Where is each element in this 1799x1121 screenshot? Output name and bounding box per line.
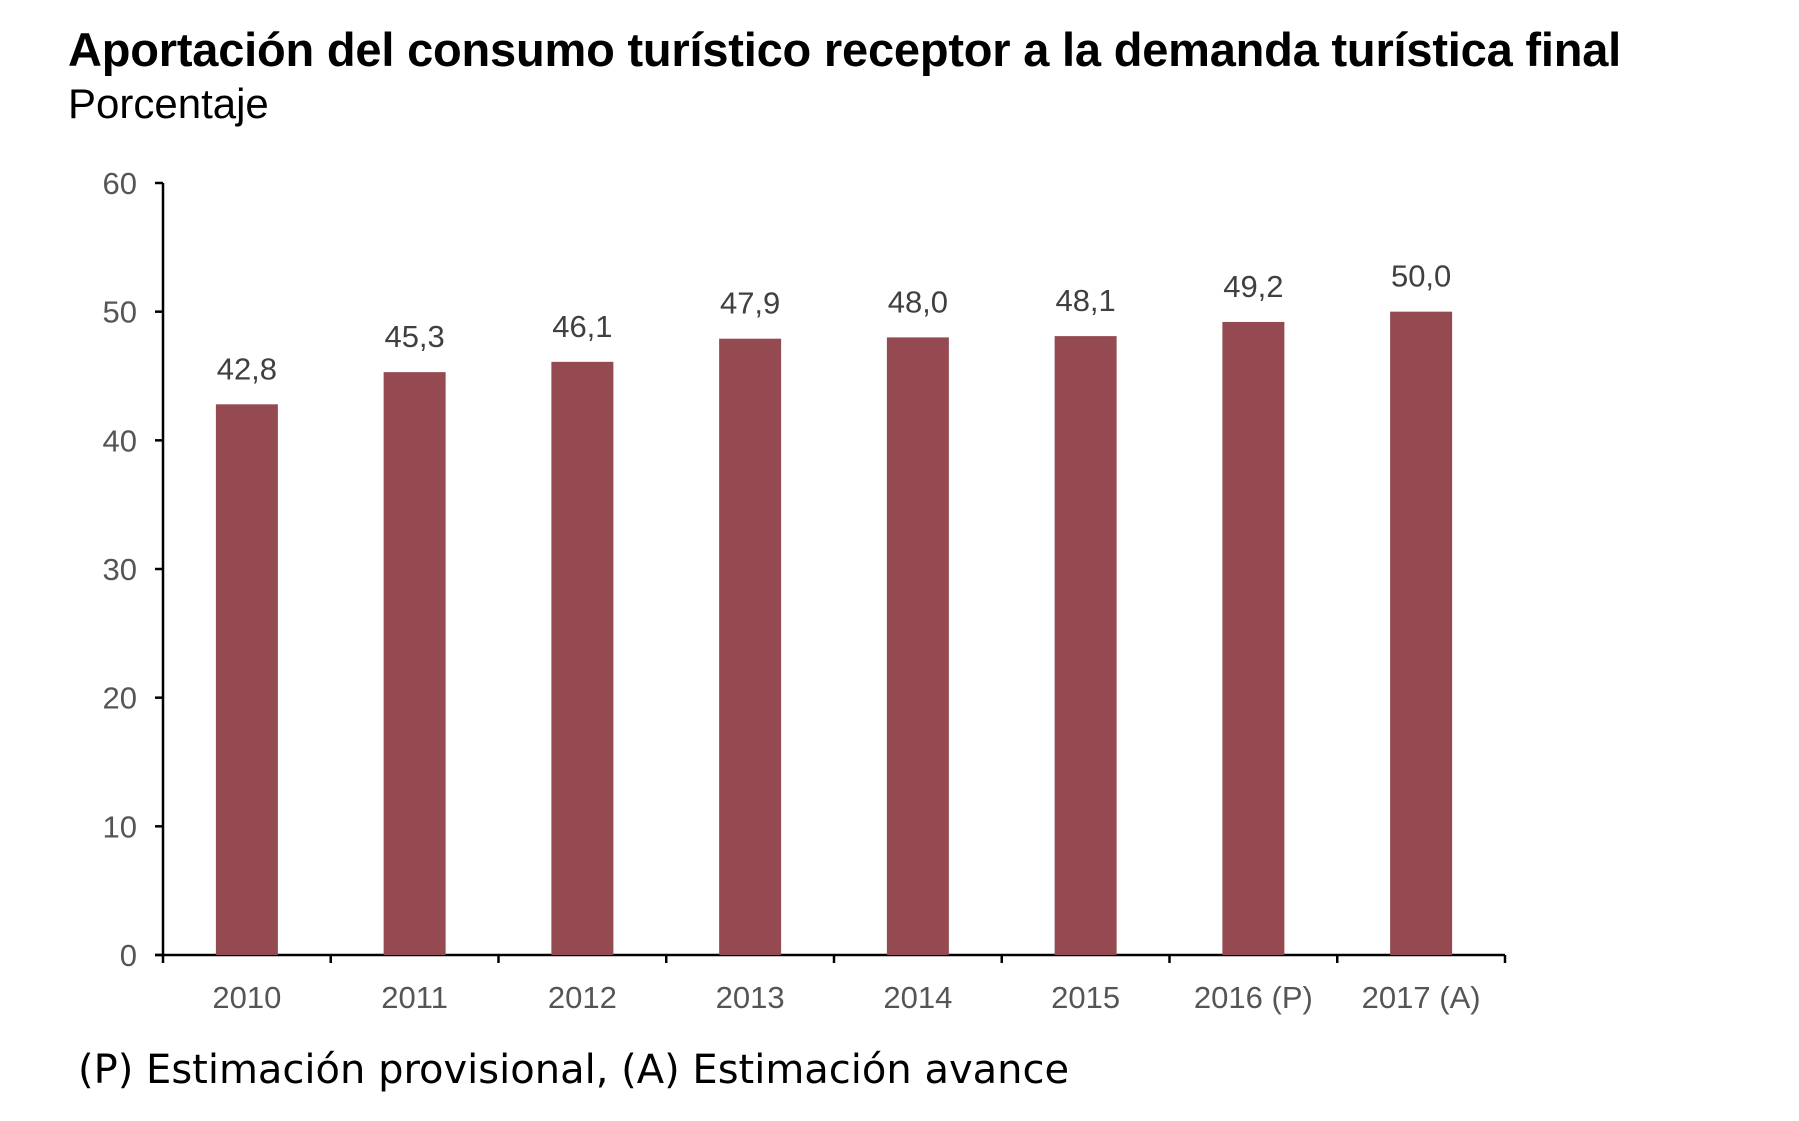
y-tick-label: 50	[103, 295, 137, 330]
bar	[215, 404, 278, 956]
data-label: 45,3	[384, 319, 444, 354]
x-tick-label: 2014	[883, 980, 952, 1015]
x-tick-label: 2012	[548, 980, 617, 1015]
bar	[719, 338, 782, 956]
x-tick-label: 2013	[716, 980, 785, 1015]
bar	[383, 372, 446, 955]
data-label: 48,0	[888, 284, 948, 319]
data-label: 49,2	[1223, 269, 1283, 304]
x-tick-label: 2017 (A)	[1362, 980, 1481, 1015]
data-label: 47,9	[720, 286, 780, 321]
y-tick-label: 30	[103, 552, 137, 587]
bar	[1390, 311, 1453, 956]
x-tick-label: 2016 (P)	[1194, 980, 1313, 1015]
x-tick-label: 2015	[1051, 980, 1120, 1015]
bar	[1222, 321, 1285, 956]
data-labels: 42,8 45,3 46,1 47,9 48,0 48,1 49,2 50,0	[217, 259, 1452, 387]
data-label: 50,0	[1391, 259, 1451, 294]
x-tick-label: 2010	[212, 980, 281, 1015]
y-tick-label: 20	[103, 681, 137, 716]
footnote: (P) Estimación provisional, (A) Estimaci…	[78, 1047, 1070, 1093]
bars	[215, 311, 1453, 956]
chart-subtitle: Porcentaje	[68, 80, 269, 127]
data-label: 48,1	[1055, 283, 1115, 318]
y-axis: 0 10 20 30 40 50 60	[103, 166, 165, 973]
x-axis: 2010 2011 2012 2013 2014 2015 2016 (P) 2017 (A)	[155, 953, 1507, 1015]
data-label: 42,8	[217, 351, 277, 386]
data-label: 46,1	[552, 309, 612, 344]
y-tick-label: 10	[103, 809, 137, 844]
bar	[886, 337, 949, 955]
chart-title: Aportación del consumo turístico recepto…	[68, 23, 1621, 76]
x-tick-label: 2011	[381, 980, 448, 1015]
y-tick-label: 60	[103, 166, 137, 201]
y-tick-label: 0	[120, 938, 137, 973]
y-tick-label: 40	[103, 423, 137, 458]
bar	[1054, 336, 1117, 955]
bar	[551, 361, 614, 955]
